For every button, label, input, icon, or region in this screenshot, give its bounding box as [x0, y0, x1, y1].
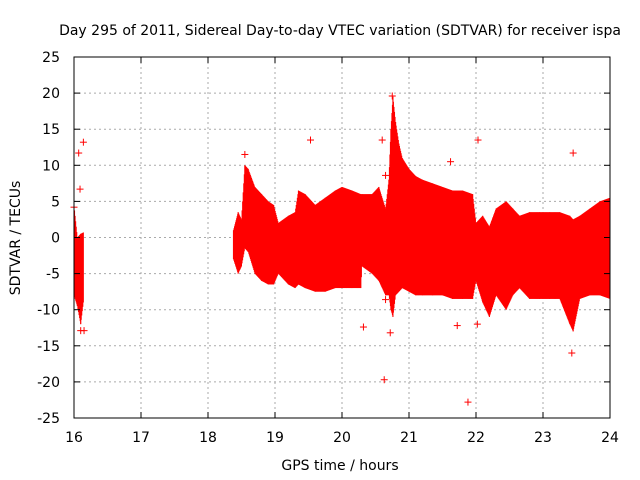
data-point-marker — [79, 138, 87, 146]
data-point-marker — [453, 322, 461, 330]
data-point-marker — [388, 92, 396, 100]
data-point-marker — [378, 136, 386, 144]
y-tick-label: 10 — [42, 158, 60, 174]
x-tick-label: 16 — [65, 430, 83, 446]
y-tick-label: -25 — [37, 411, 60, 427]
y-tick-label: 0 — [51, 231, 60, 247]
x-tick-label: 17 — [132, 430, 150, 446]
x-tick-label: 20 — [333, 430, 351, 446]
chart-title: Day 295 of 2011, Sidereal Day-to-day VTE… — [59, 23, 621, 39]
data-point-marker — [569, 149, 577, 157]
y-tick-label: -20 — [37, 375, 60, 391]
y-tick-label: 25 — [42, 50, 60, 66]
y-tick-label: -5 — [46, 267, 60, 283]
y-tick-label: -10 — [37, 303, 60, 319]
data-point-marker — [241, 150, 249, 158]
data-point-marker — [382, 171, 390, 179]
data-point-marker — [473, 320, 481, 328]
axis-ticks: 16 17 18 19 20 21 22 23 24 25 20 15 10 5 0 -5 -10 -15 -20 -… — [37, 50, 619, 446]
data-point-marker — [474, 136, 482, 144]
y-tick-label: 20 — [42, 86, 60, 102]
x-axis-label: GPS time / hours — [281, 458, 398, 474]
data-point-marker — [76, 185, 84, 193]
x-tick-label: 23 — [534, 430, 552, 446]
y-tick-label: -15 — [37, 339, 60, 355]
y-tick-label: 15 — [42, 122, 60, 138]
data-point-marker — [359, 323, 367, 331]
x-tick-label: 18 — [199, 430, 217, 446]
data-point-marker — [568, 349, 576, 357]
x-tick-label: 22 — [467, 430, 485, 446]
data-point-marker — [75, 149, 83, 157]
x-tick-label: 24 — [601, 430, 619, 446]
data-point-marker — [464, 398, 472, 406]
data-point-marker — [380, 376, 388, 384]
x-tick-label: 21 — [400, 430, 418, 446]
data-point-marker — [80, 327, 88, 335]
data-point-marker — [447, 158, 455, 166]
y-axis-label: SDTVAR / TECUs — [8, 181, 24, 296]
data-point-marker — [382, 296, 390, 304]
data-point-marker — [307, 136, 315, 144]
data-series — [70, 92, 611, 406]
x-tick-label: 19 — [266, 430, 284, 446]
data-point-marker — [386, 329, 394, 337]
y-tick-label: 5 — [51, 194, 60, 210]
